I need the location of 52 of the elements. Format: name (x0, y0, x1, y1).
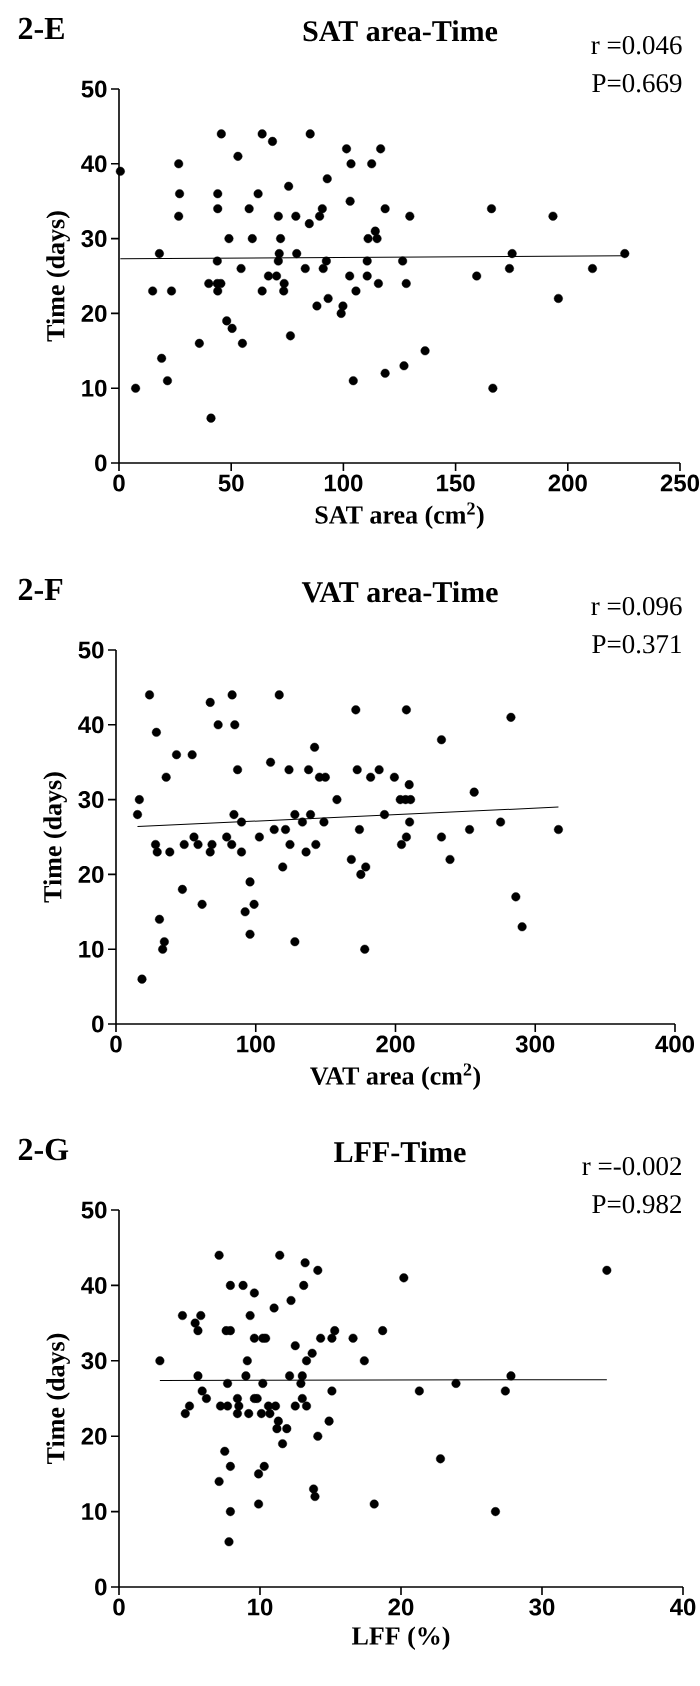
x-tick-label: 150 (437, 474, 475, 492)
y-tick-label: 40 (78, 716, 104, 734)
y-axis-title: Time (days) (46, 211, 70, 342)
annotation: P=0.371 (592, 635, 681, 654)
x-axis-title: LFF (%) (351, 1626, 450, 1651)
y-tick-label: 30 (81, 1352, 107, 1370)
text: r =-0.002 (582, 1157, 681, 1176)
chart-title: LFF-Time (334, 1141, 466, 1163)
annotation: P=0.669 (592, 74, 682, 93)
x-tick-label: 250 (660, 474, 700, 492)
y-tick-label: 50 (78, 641, 104, 659)
y-tick-label: 50 (81, 1201, 107, 1219)
x-tick-label: 30 (529, 1598, 555, 1616)
text: 2-G (18, 1138, 69, 1161)
y-tick-label: 20 (78, 865, 104, 883)
x-tick-label: 100 (324, 474, 363, 492)
x-tick-label: 400 (655, 1035, 695, 1053)
y-tick-label: 40 (81, 1276, 107, 1294)
y-tick-label: 0 (95, 454, 107, 472)
y-tick-label: 10 (82, 379, 107, 397)
y-tick-label: 10 (82, 1503, 107, 1521)
y-tick-label: 20 (81, 1427, 107, 1445)
x-axis-title: SAT area (cm$^{2}$) (315, 502, 484, 530)
y-tick-label: 40 (81, 155, 107, 173)
x-tick-label: 0 (113, 1598, 125, 1616)
chart-title: SAT area-Time (303, 20, 498, 42)
y-tick-label: 50 (81, 80, 107, 98)
y-tick-label: 10 (79, 940, 104, 958)
text: 2-E (18, 17, 64, 40)
x-tick-label: 20 (388, 1598, 414, 1616)
x-tick-label: 40 (670, 1598, 696, 1616)
y-tick-label: 20 (81, 304, 107, 322)
x-tick-label: 0 (110, 1035, 122, 1053)
annotation: P=0.982 (592, 1195, 681, 1214)
y-tick-label: 30 (78, 791, 104, 809)
y-axis-title: Time (days) (46, 1333, 70, 1464)
text: 2-F (18, 578, 63, 601)
y-tick-label: 0 (92, 1015, 104, 1033)
y-tick-label: 30 (81, 230, 107, 248)
x-tick-label: 100 (237, 1035, 275, 1053)
x-tick-label: 10 (248, 1598, 273, 1616)
y-axis-title: Time (days) (43, 772, 67, 903)
x-tick-label: 300 (515, 1035, 555, 1053)
y-tick-label: 0 (95, 1578, 107, 1596)
text: r =0.096 (591, 597, 682, 616)
x-tick-label: 200 (376, 1035, 415, 1053)
x-tick-label: 0 (113, 474, 125, 492)
x-axis-title: VAT area (cm$^{2}$) (310, 1063, 481, 1091)
x-tick-label: 200 (548, 474, 587, 492)
chart-title: VAT area-Time (301, 581, 498, 603)
x-tick-label: 50 (218, 474, 244, 492)
text: r =0.046 (591, 36, 682, 55)
